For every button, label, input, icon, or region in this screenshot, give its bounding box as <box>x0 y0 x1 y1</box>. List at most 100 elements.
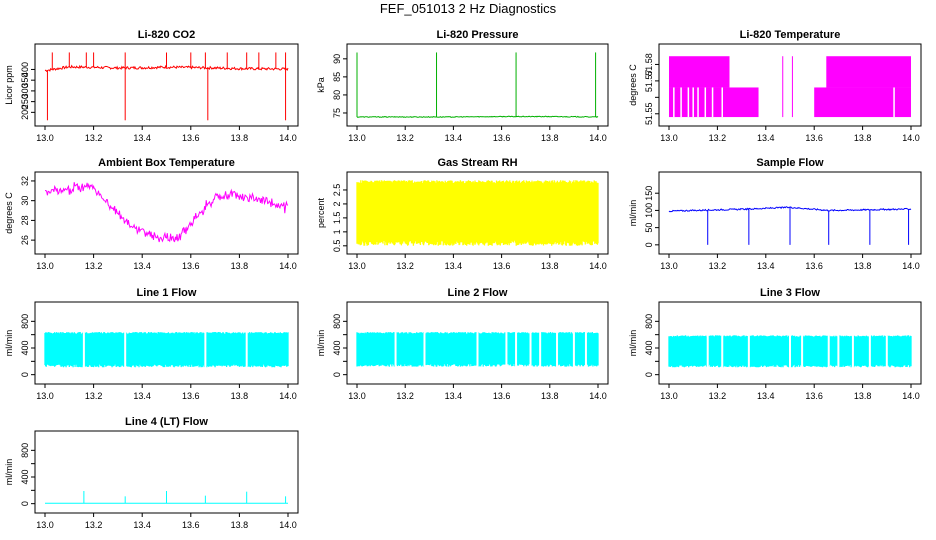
plot-frame <box>658 43 922 127</box>
plot-frame <box>34 43 299 127</box>
y-tick-label: 400 <box>20 469 30 484</box>
panel-title: Ambient Box Temperature <box>98 157 235 169</box>
panel-title: Line 1 Flow <box>137 287 197 299</box>
x-tick-label: 13.2 <box>396 391 414 401</box>
x-tick-label: 14.0 <box>589 391 607 401</box>
x-tick-label: 13.4 <box>757 391 775 401</box>
x-tick-label: 13.8 <box>854 261 872 271</box>
plot-frame <box>34 430 299 514</box>
y-axis-label: ml/min <box>4 459 14 486</box>
y-axis-label: ml/min <box>316 330 326 357</box>
x-tick-label: 14.0 <box>279 261 297 271</box>
series-line <box>356 52 599 118</box>
series-line <box>669 56 911 118</box>
panel-ambient: Ambient Box Temperature 13.0 13.2 13.4 13.6 1… <box>4 157 299 271</box>
panel-title: Line 3 Flow <box>760 287 820 299</box>
y-axis-label: percent <box>316 197 326 228</box>
x-tick-label: 13.6 <box>493 261 511 271</box>
x-tick-label: 13.6 <box>182 391 200 401</box>
x-tick-label: 13.6 <box>182 133 200 143</box>
x-tick-label: 13.6 <box>805 391 823 401</box>
panel-title: Gas Stream RH <box>437 157 517 169</box>
x-tick-label: 13.4 <box>445 261 463 271</box>
y-tick-label: 1 <box>332 229 342 234</box>
x-tick-label: 14.0 <box>589 261 607 271</box>
series-line <box>44 331 289 369</box>
x-tick-label: 13.8 <box>231 520 249 530</box>
plot-frame <box>346 171 609 255</box>
y-tick-label: 26 <box>20 235 30 245</box>
y-tick-label: 300 <box>20 83 30 98</box>
x-tick-label: 13.2 <box>85 133 103 143</box>
plot-frame <box>658 301 922 385</box>
x-tick-label: 13.4 <box>133 520 151 530</box>
y-axis-label: degrees C <box>4 192 14 234</box>
panel-title: Sample Flow <box>756 157 824 169</box>
x-tick-label: 13.6 <box>805 261 823 271</box>
y-tick-label: 75 <box>332 108 342 118</box>
x-tick-label: 13.2 <box>85 391 103 401</box>
y-tick-label: 50 <box>644 223 654 233</box>
y-tick-label: 400 <box>20 340 30 355</box>
x-tick-label: 13.0 <box>660 391 678 401</box>
x-tick-label: 13.2 <box>709 261 727 271</box>
panel-title: Li-820 Pressure <box>437 29 519 41</box>
series-path <box>44 182 289 243</box>
x-tick-label: 13.6 <box>182 520 200 530</box>
x-tick-label: 14.0 <box>589 133 607 143</box>
series-line <box>668 206 912 245</box>
y-tick-label: 800 <box>20 443 30 458</box>
x-tick-label: 13.0 <box>348 391 366 401</box>
x-tick-label: 13.0 <box>36 261 54 271</box>
series-band <box>356 332 599 367</box>
series-band <box>814 87 911 118</box>
x-tick-label: 13.0 <box>36 520 54 530</box>
x-tick-label: 13.2 <box>85 261 103 271</box>
y-tick-label: 200 <box>20 105 30 120</box>
plot-frame <box>34 301 299 385</box>
y-tick-label: 2.5 <box>332 184 342 197</box>
plot-frame <box>346 301 609 385</box>
series-line <box>356 331 599 368</box>
y-tick-label: 800 <box>644 314 654 329</box>
y-tick-label: 0 <box>644 242 654 247</box>
series-line <box>45 491 288 504</box>
y-tick-label: 0 <box>20 501 30 506</box>
y-tick-label: 400 <box>20 62 30 77</box>
panel-title: Li-820 Temperature <box>740 29 841 41</box>
series-line <box>356 180 599 246</box>
x-tick-label: 14.0 <box>902 133 920 143</box>
plot-frame <box>658 171 922 255</box>
x-tick-label: 13.6 <box>493 133 511 143</box>
series-band <box>356 180 599 246</box>
y-tick-label: 350 <box>20 73 30 88</box>
series-band <box>669 87 759 118</box>
x-tick-label: 13.4 <box>445 133 463 143</box>
y-tick-label: 0 <box>644 372 654 377</box>
x-tick-label: 13.6 <box>493 391 511 401</box>
x-tick-label: 14.0 <box>902 261 920 271</box>
y-tick-label: 51.55 <box>644 103 654 126</box>
y-tick-label: 90 <box>332 54 342 64</box>
y-tick-label: 32 <box>20 176 30 186</box>
x-tick-label: 13.8 <box>541 133 559 143</box>
x-tick-label: 13.2 <box>85 520 103 530</box>
y-tick-label: 400 <box>332 340 342 355</box>
x-tick-label: 13.2 <box>709 391 727 401</box>
y-tick-label: 800 <box>332 314 342 329</box>
panel-title: Li-820 CO2 <box>138 29 195 41</box>
series-line <box>668 334 912 369</box>
x-tick-label: 13.4 <box>445 391 463 401</box>
plot-frame <box>34 171 299 255</box>
y-tick-label: 51.58 <box>644 53 654 76</box>
y-tick-label: 0 <box>20 372 30 377</box>
plot-frame <box>346 43 609 127</box>
y-axis-label: ml/min <box>628 200 638 227</box>
y-tick-label: 30 <box>20 196 30 206</box>
series-path <box>356 115 599 118</box>
series-band <box>669 56 730 88</box>
panel-line2: Line 2 Flow 13.0 13.2 13.4 13.6 13.8 14.0 0 400 8… <box>316 287 609 401</box>
x-tick-label: 13.8 <box>854 391 872 401</box>
y-tick-label: 800 <box>20 314 30 329</box>
